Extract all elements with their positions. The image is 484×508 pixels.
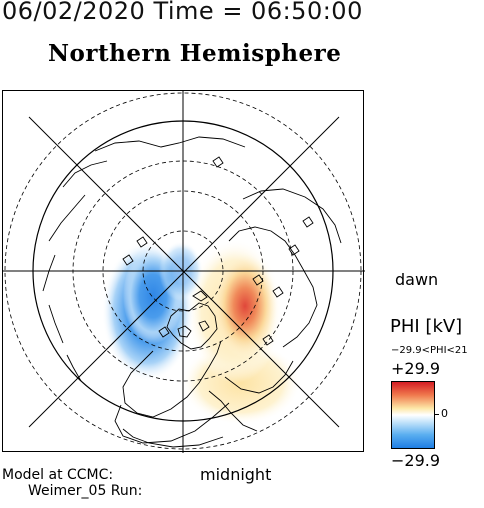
colorbar-max-label: +29.9 bbox=[391, 359, 441, 378]
potential-overlay bbox=[102, 239, 301, 425]
colorbar-variable-label: PHI [kV] bbox=[390, 316, 463, 337]
map-title: Northern Hemisphere bbox=[48, 40, 342, 67]
colorbar-min-label: −29.9 bbox=[391, 451, 441, 470]
run-label: Weimer_05 Run: bbox=[28, 483, 143, 499]
colorbar bbox=[391, 381, 435, 449]
colorbar-zero-label: 0 bbox=[441, 407, 448, 420]
model-label: Model at CCMC: bbox=[2, 467, 114, 483]
midnight-label: midnight bbox=[200, 465, 272, 484]
local-time-grid bbox=[3, 91, 365, 453]
coastlines bbox=[42, 136, 342, 448]
polar-map bbox=[3, 91, 365, 453]
dawn-label: dawn bbox=[395, 270, 439, 289]
colorbar-range-label: −29.9<PHI<21 bbox=[391, 345, 468, 356]
polar-map-frame bbox=[2, 90, 365, 453]
colorbar-zero-tick bbox=[434, 414, 439, 415]
header-timestamp: 06/02/2020 Time = 06:50:00 bbox=[2, 0, 363, 25]
